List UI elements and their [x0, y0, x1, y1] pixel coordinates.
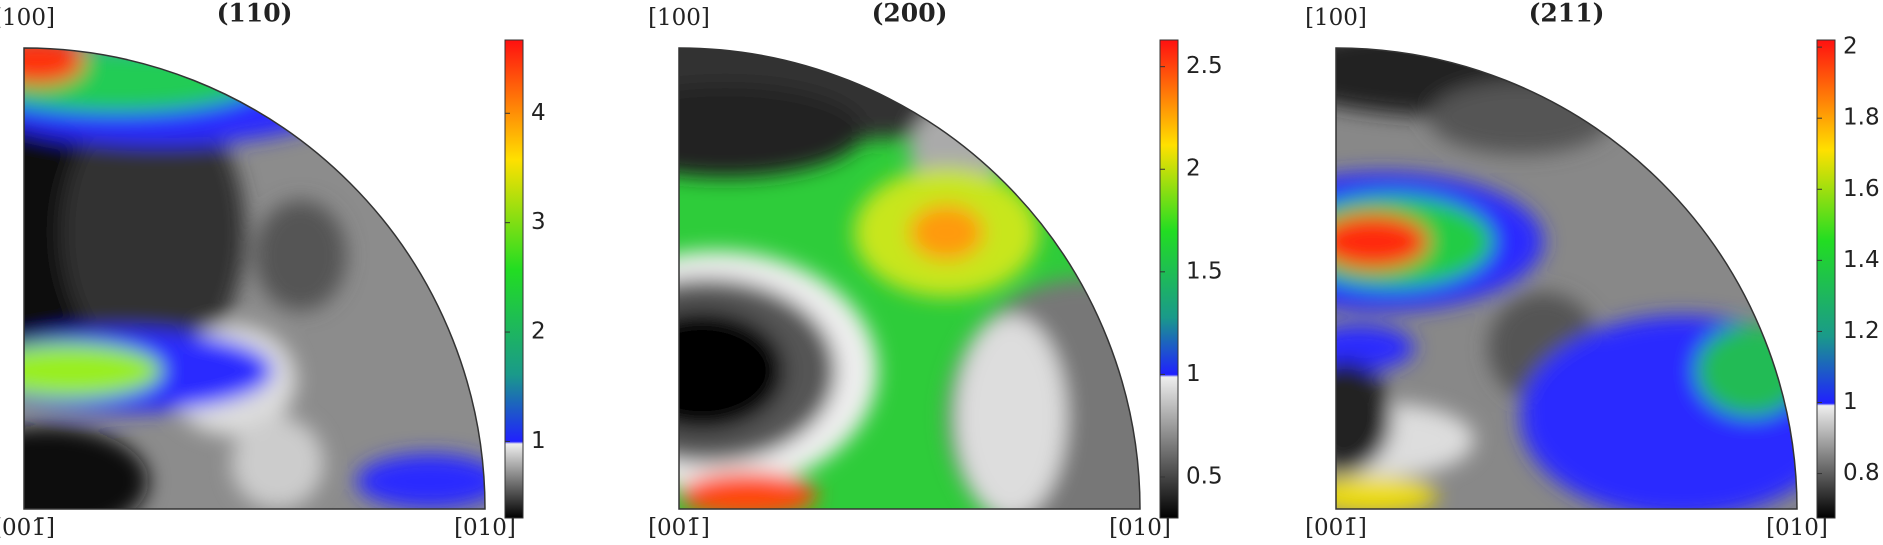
- corner-label: [100]: [648, 5, 710, 31]
- colorbar: [504, 39, 524, 519]
- contour-region: [24, 48, 84, 85]
- corner-label: [100]: [0, 5, 55, 31]
- contour-region: [1336, 476, 1438, 509]
- contour-region: [24, 343, 163, 399]
- pole-figure: (200) [100] [001̄] [010] 0.5 1 1.5 2 2.5: [648, 0, 1223, 541]
- corner-label: [001̄]: [0, 515, 55, 541]
- colorbar-tick-label: 1: [1186, 361, 1201, 387]
- contour-region: [231, 416, 324, 509]
- quadrant-outline: [678, 47, 1141, 510]
- colorbar-tick-label: 1.2: [1843, 318, 1880, 344]
- contour-field: [679, 48, 1140, 509]
- corner-label: [001̄]: [1305, 515, 1367, 541]
- contour-field: [1336, 48, 1797, 509]
- colorbar-tick-label: 1.4: [1843, 247, 1880, 273]
- colorbar-tick-label: 0.8: [1843, 460, 1880, 486]
- colorbar: [1816, 39, 1836, 519]
- colorbar-tick-label: 1: [531, 428, 546, 454]
- colorbar-tick-label: 1.8: [1843, 105, 1880, 131]
- corner-label: [001̄]: [648, 515, 710, 541]
- panel-title: (110): [217, 0, 293, 28]
- colorbar-tick-label: 2: [531, 319, 546, 345]
- contour-region: [1520, 315, 1797, 509]
- quadrant-outline: [1335, 47, 1798, 510]
- colorbar-tick-label: 1.5: [1186, 258, 1223, 284]
- colorbar-tick-label: 4: [531, 100, 546, 126]
- pole-figure: (110) [100] [001̄] [010] 1 2 3 4: [0, 0, 546, 541]
- corner-label: [010]: [1109, 515, 1171, 541]
- corner-label: [100]: [1305, 5, 1367, 31]
- colorbar-tick-label: 3: [531, 209, 546, 235]
- contour-region: [1336, 324, 1415, 371]
- colorbar-tick-label: 0.5: [1186, 463, 1223, 489]
- contour-region: [909, 204, 984, 261]
- contour-region: [955, 315, 1067, 509]
- contour-region: [355, 453, 485, 509]
- panel-title: (200): [872, 0, 948, 28]
- contour-region: [1695, 324, 1797, 417]
- corner-label: [010]: [1766, 515, 1828, 541]
- contour-region: [254, 200, 347, 311]
- contour-region: [679, 310, 786, 431]
- pole-figure: (211) [100] [001̄] [010] 0.8 1 1.2 1.4 1.6 1.8 2: [1305, 0, 1880, 541]
- colorbar-tick-label: 2: [1843, 34, 1858, 60]
- colorbar-tick-label: 2.5: [1186, 53, 1223, 79]
- contour-region: [1428, 80, 1613, 155]
- colorbar-tick-label: 2: [1186, 156, 1201, 182]
- contour-region: [679, 472, 818, 509]
- contour-region: [1336, 361, 1392, 473]
- colorbar-tick-label: 1.6: [1843, 176, 1880, 202]
- quadrant-outline: [23, 47, 486, 510]
- colorbar-tick-label: 1: [1843, 389, 1858, 415]
- contour-region: [60, 94, 246, 371]
- contour-region: [1336, 213, 1429, 270]
- colorbar: [1159, 39, 1179, 519]
- contour-region: [679, 84, 864, 178]
- panel-title: (211): [1529, 0, 1605, 28]
- corner-label: [010]: [454, 515, 516, 541]
